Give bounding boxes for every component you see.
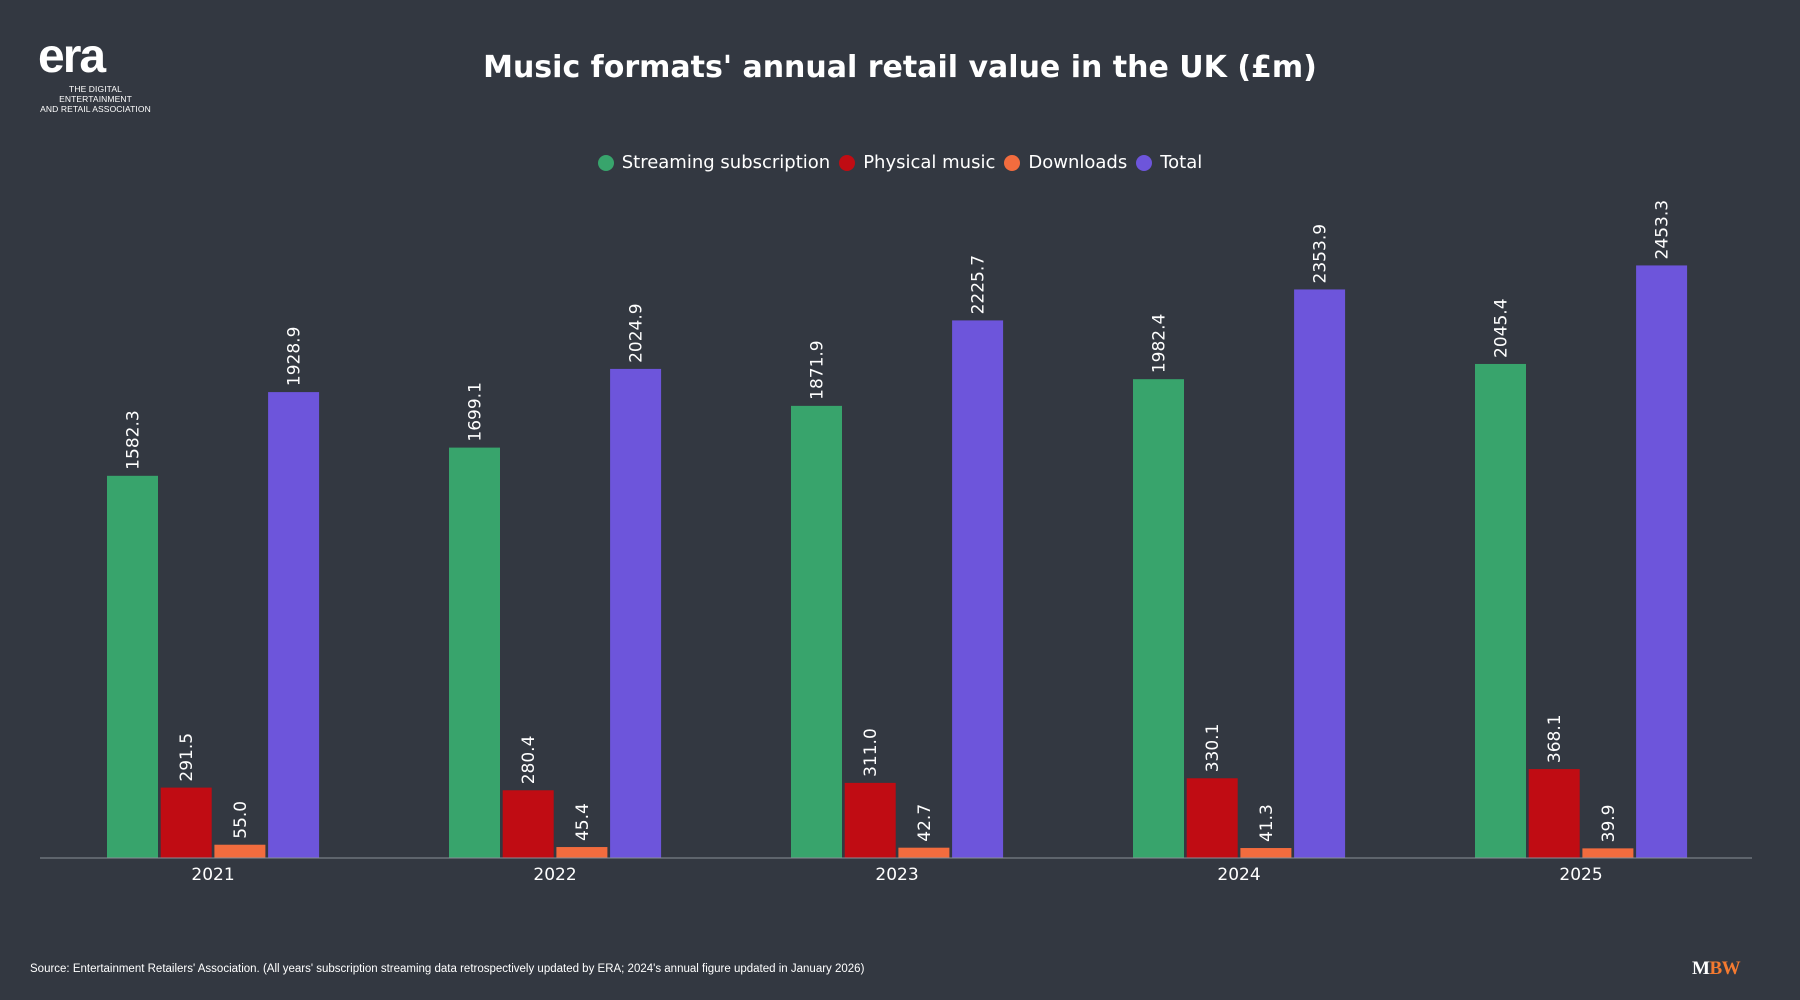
legend-item-0: Streaming subscription — [597, 152, 831, 173]
data-label: 2024.9 — [627, 303, 647, 362]
bar-2023-2 — [898, 847, 950, 858]
data-label: 1928.9 — [285, 327, 305, 386]
bar-2025-3 — [1636, 265, 1688, 858]
bar-2024-0 — [1133, 379, 1184, 858]
bar-2024-2 — [1240, 848, 1292, 858]
era-logo: era THE DIGITAL ENTERTAINMENT AND RETAIL… — [38, 38, 153, 114]
data-label: 311.0 — [861, 728, 881, 777]
data-label: 55.0 — [231, 801, 251, 839]
legend-swatch — [1136, 154, 1153, 171]
bar-2023-1 — [844, 782, 896, 858]
data-label: 2045.4 — [1492, 298, 1512, 357]
chart-title: Music formats' annual retail value in th… — [483, 50, 1317, 85]
mbw-logo-m: M — [1692, 958, 1710, 979]
bar-2023-0 — [791, 405, 842, 858]
legend-item-1: Physical music — [839, 152, 995, 173]
data-label: 280.4 — [519, 736, 539, 785]
bar-2021-3 — [268, 392, 320, 858]
legend-item-2: Downloads — [1004, 152, 1127, 173]
bar-2023-3 — [952, 320, 1004, 858]
bar-2021-1 — [160, 787, 212, 858]
source-note: Source: Entertainment Retailers' Associa… — [30, 963, 865, 975]
bar-2025-0 — [1475, 363, 1526, 858]
era-logo-icon: era — [38, 38, 108, 78]
legend-label: Total — [1160, 152, 1203, 173]
data-label: 330.1 — [1203, 724, 1223, 773]
mbw-logo-bw: BW — [1709, 958, 1741, 979]
bar-2024-1 — [1186, 778, 1238, 858]
bar-2021-0 — [107, 475, 158, 858]
data-label: 45.4 — [573, 803, 593, 841]
legend-item-3: Total — [1136, 152, 1202, 173]
mbw-logo: MBW — [1692, 958, 1741, 980]
data-label: 42.7 — [915, 804, 935, 842]
legend-swatch — [597, 154, 614, 171]
x-tick-label: 2025 — [1559, 865, 1602, 885]
chart-legend: Streaming subscription Physical music Down… — [0, 152, 1800, 173]
legend-label: Downloads — [1028, 152, 1128, 173]
bar-2024-3 — [1294, 289, 1346, 858]
legend-swatch — [1004, 154, 1021, 171]
era-logo-wordmark: era — [38, 38, 106, 78]
legend-swatch — [839, 154, 856, 171]
legend-label: Streaming subscription — [621, 152, 831, 173]
bar-2025-1 — [1528, 769, 1580, 858]
data-label: 291.5 — [177, 733, 197, 782]
x-tick-label: 2024 — [1217, 865, 1260, 885]
data-label: 2225.7 — [969, 255, 989, 314]
data-label: 1982.4 — [1150, 314, 1170, 373]
data-label: 41.3 — [1257, 804, 1277, 842]
x-tick-label: 2023 — [875, 865, 918, 885]
era-tagline-line1: THE DIGITAL ENTERTAINMENT — [59, 84, 132, 104]
bar-2022-1 — [502, 790, 554, 858]
data-label: 39.9 — [1599, 805, 1619, 843]
bar-2025-2 — [1582, 848, 1634, 858]
bar-2022-0 — [449, 447, 500, 858]
data-label: 1871.9 — [808, 340, 828, 399]
x-tick-label: 2021 — [191, 865, 234, 885]
data-label: 2353.9 — [1311, 224, 1331, 283]
bar-2022-3 — [610, 368, 662, 858]
data-label: 368.1 — [1545, 714, 1565, 763]
legend-label: Physical music — [863, 152, 996, 173]
era-tagline-line2: AND RETAIL ASSOCIATION — [40, 104, 151, 114]
era-logo-tagline: THE DIGITAL ENTERTAINMENT AND RETAIL ASS… — [38, 84, 153, 114]
data-label: 2453.3 — [1653, 200, 1673, 259]
bar-2022-2 — [556, 847, 608, 858]
data-label: 1699.1 — [466, 382, 486, 441]
bar-2021-2 — [214, 844, 266, 858]
data-label: 1582.3 — [124, 410, 144, 469]
x-tick-label: 2022 — [533, 865, 576, 885]
